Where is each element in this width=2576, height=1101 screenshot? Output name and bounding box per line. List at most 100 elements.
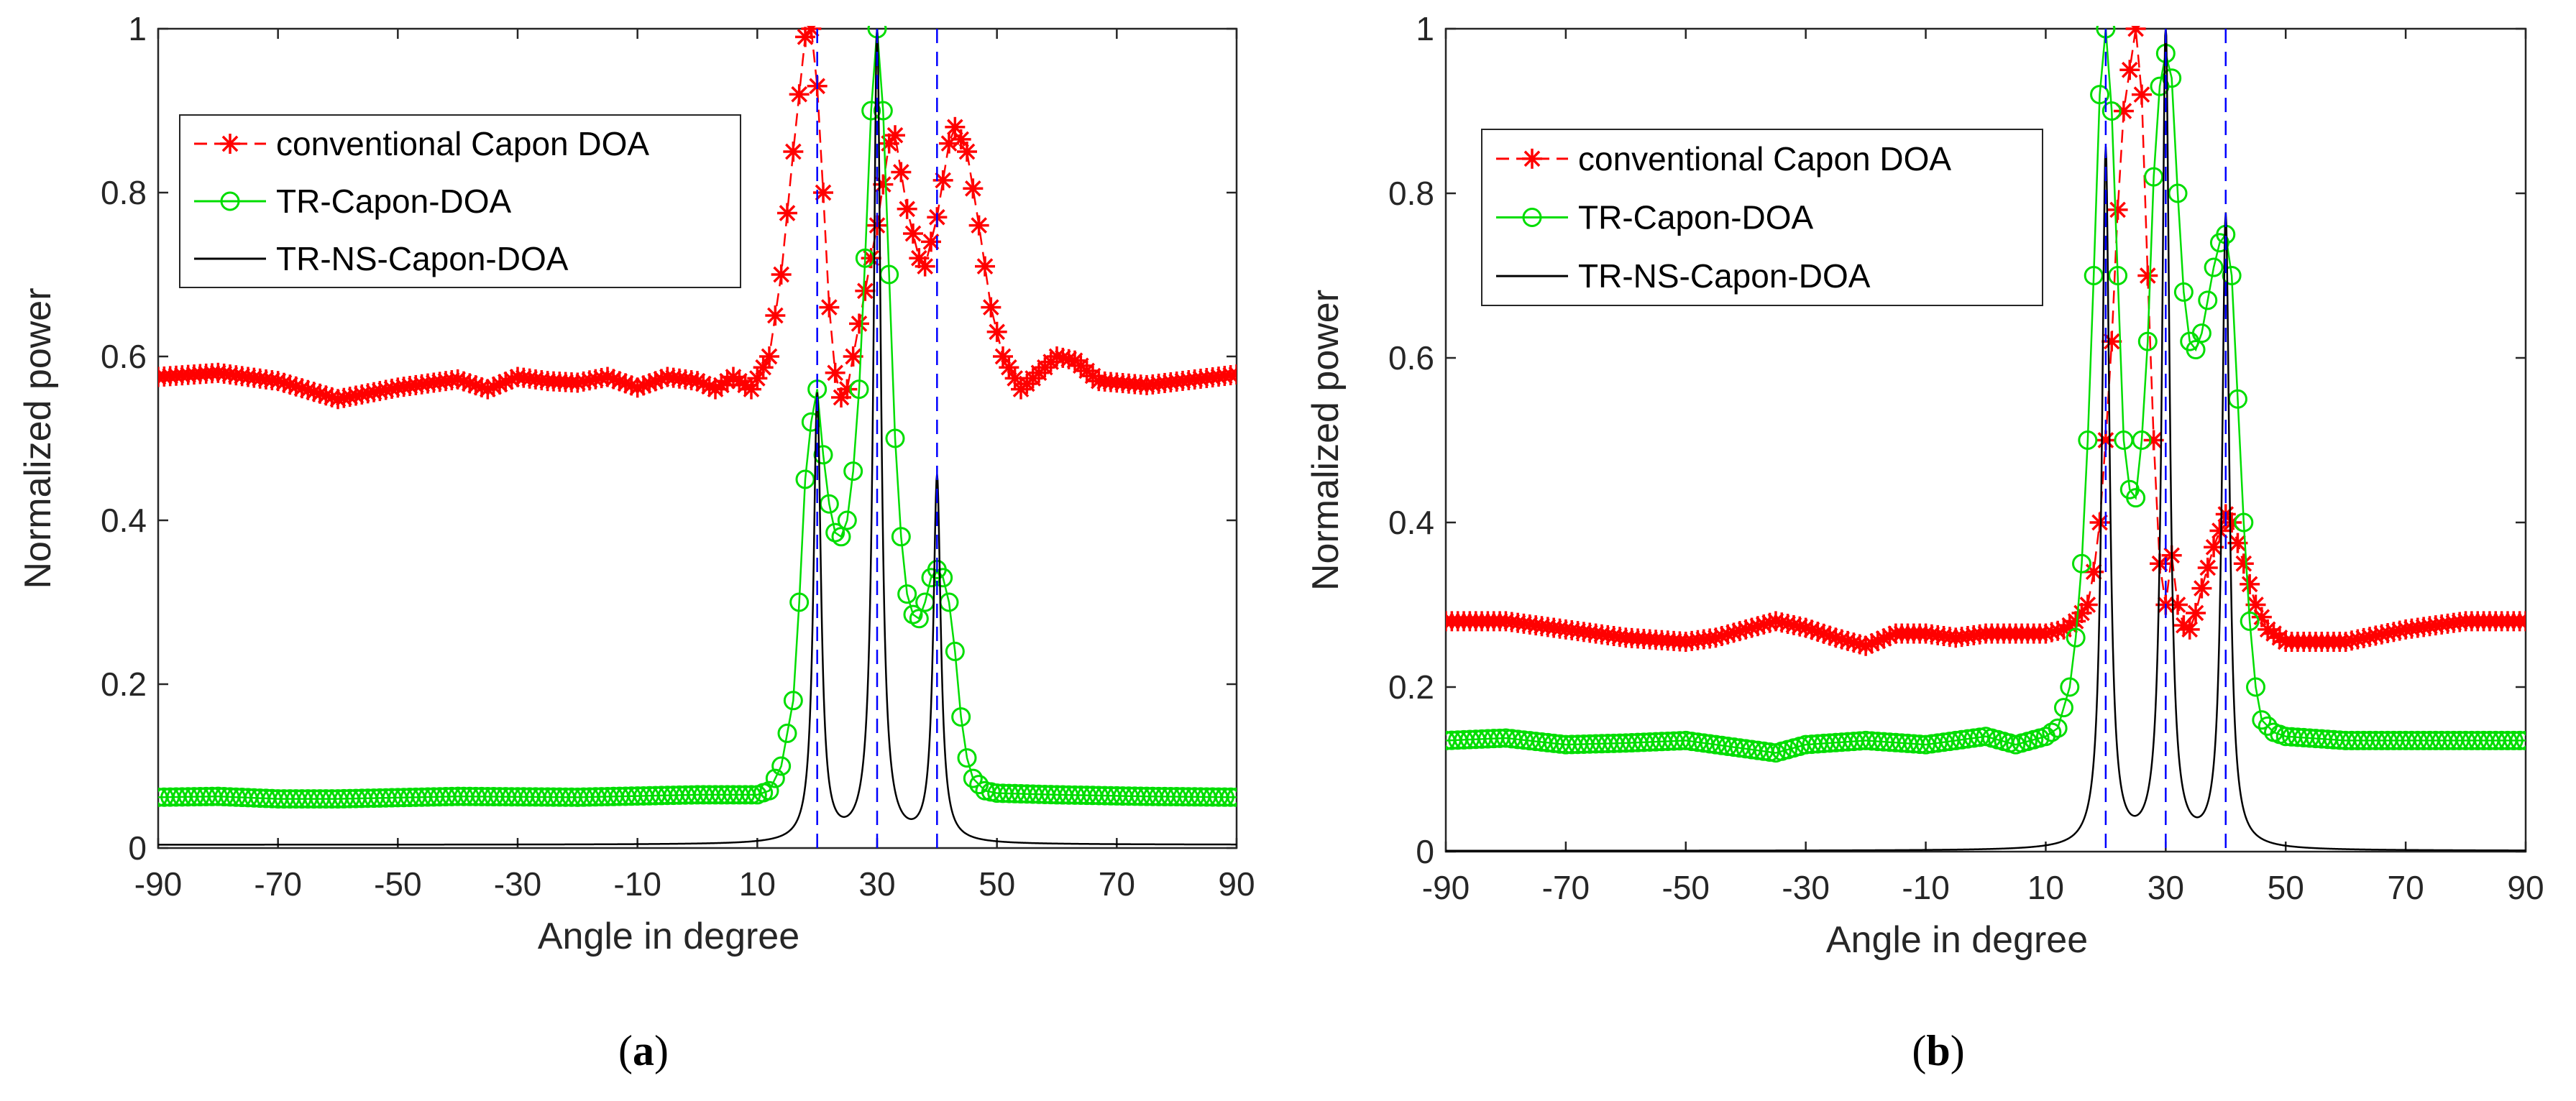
- series-a-1-point: [783, 142, 804, 162]
- y-tick-label-b: 0.4: [1388, 504, 1434, 541]
- series-a-1-markers: [158, 26, 1237, 410]
- series-a-2-point: [777, 723, 797, 743]
- legend-b: conventional Capon DOA TR-Capon-DOA TR-NS-…: [1481, 129, 2043, 306]
- series-b-1-point: [2077, 594, 2098, 615]
- series-a-1-point: [921, 231, 941, 252]
- series-a-2-point: [837, 510, 857, 530]
- x-tick-label-b: -50: [1662, 869, 1710, 906]
- data-layer-b: [1446, 26, 2526, 852]
- y-tick-label-a: 0.4: [101, 502, 147, 539]
- series-b-2-point: [2101, 101, 2122, 121]
- x-tick-label-b: 50: [2268, 869, 2304, 906]
- y-tick-label-a: 0: [128, 829, 147, 867]
- x-tick-label-b: -70: [1542, 869, 1590, 906]
- x-tick-label-a: 70: [1099, 865, 1135, 903]
- series-b-1-point: [2179, 619, 2200, 640]
- legend-label-a-1: conventional Capon DOA: [276, 125, 649, 162]
- series-b-2-line: [1446, 28, 2526, 754]
- y-tick-label-b: 1: [1416, 10, 1434, 47]
- y-tick-label-b: 0.6: [1388, 339, 1434, 377]
- series-a-2-point: [789, 592, 810, 612]
- caption-b: (b): [1912, 1027, 1965, 1074]
- series-a-2-point: [909, 609, 929, 629]
- series-a-2-point: [891, 527, 911, 547]
- y-tick-label-a: 0.2: [101, 665, 147, 703]
- series-a-1-point: [771, 264, 792, 285]
- series-b-2-point: [2060, 677, 2080, 697]
- series-b-1-point: [2516, 611, 2526, 632]
- series-a-2-line: [158, 28, 1237, 800]
- series-a-1-point: [855, 280, 876, 301]
- series-a-1-point: [981, 297, 1001, 318]
- series-a-2-point: [1227, 787, 1237, 807]
- series-b-1-point: [2137, 265, 2158, 286]
- legend-label-b-2: TR-Capon-DOA: [1578, 199, 1814, 236]
- series-b-1-point: [2233, 553, 2254, 574]
- series-b-2-point: [2173, 282, 2194, 302]
- series-a-1-point: [915, 256, 935, 277]
- x-tick-label-a: -90: [134, 865, 182, 903]
- series-a-1-point: [801, 26, 822, 39]
- series-b-2-point: [2144, 167, 2164, 187]
- series-b-2-point: [2240, 611, 2260, 631]
- series-b-2-point: [2078, 430, 2098, 450]
- series-a-1-point: [957, 142, 977, 162]
- series-a-2-point: [903, 604, 923, 625]
- series-b-2-point: [2198, 290, 2218, 310]
- series-b-2-point: [2510, 730, 2526, 750]
- series-b-1-markers: [1446, 26, 2526, 656]
- series-a-1-point: [932, 170, 953, 190]
- series-a-1-point: [849, 313, 869, 334]
- series-a-1-point: [765, 305, 786, 326]
- x-tick-label-b: 70: [2388, 869, 2424, 906]
- series-a-1-point: [963, 178, 984, 199]
- series-b-2-point: [2191, 323, 2211, 344]
- series-b-1-point: [2089, 512, 2110, 533]
- legend-a: conventional Capon DOA TR-Capon-DOA TR-NS-…: [179, 114, 741, 288]
- chart-a: -90 -70 -50 -30 -10 10 30 50 70 90 0 0.2 0.4 0.6 0.8 1 A…: [17, 10, 1255, 957]
- series-b-1-point: [2191, 578, 2212, 599]
- series-b-1-point: [2204, 537, 2224, 558]
- series-b-2-point: [2516, 730, 2526, 750]
- legend-marker-b-1: [1522, 148, 1542, 169]
- series-a-1-point: [1227, 364, 1237, 385]
- legend-label-a-2: TR-Capon-DOA: [276, 183, 512, 220]
- series-a-1-point: [873, 174, 894, 195]
- series-a-2-point: [963, 768, 983, 788]
- series-a-1-point: [891, 162, 912, 183]
- series-b-2-point: [2090, 85, 2110, 105]
- x-tick-label-b: -10: [1902, 869, 1949, 906]
- series-b-2-point: [2137, 331, 2158, 351]
- series-b-2-point: [2204, 257, 2224, 277]
- series-a-2-point: [831, 527, 851, 547]
- series-a-2-point: [945, 641, 965, 661]
- legend-label-a-3: TR-NS-Capon-DOA: [276, 240, 569, 277]
- series-a-2-point: [849, 379, 869, 400]
- x-tick-label-b: -90: [1422, 869, 1470, 906]
- caption-a: (a): [618, 1027, 669, 1074]
- legend-box-a: [179, 114, 741, 288]
- series-a-2-point: [825, 522, 845, 543]
- y-tick-label-a: 0.6: [101, 338, 147, 375]
- series-b-2-point: [2503, 730, 2524, 750]
- series-b-1-point: [2186, 602, 2206, 623]
- series-b-1-point: [2107, 199, 2128, 220]
- series-a-2-point: [1221, 787, 1237, 807]
- series-b-2-point: [2053, 698, 2073, 718]
- panel-a: -90 -70 -50 -30 -10 10 30 50 70 90 0 0.2 0.4 0.6 0.8 1 A…: [17, 10, 1255, 1074]
- series-a-1-point: [759, 346, 779, 367]
- series-a-2-point: [801, 412, 821, 432]
- series-a-1-point: [986, 321, 1007, 342]
- x-tick-label-a: 30: [858, 865, 895, 903]
- y-tick-label-a: 0.8: [101, 174, 147, 211]
- series-a-1-point: [819, 297, 840, 318]
- series-a-1-point: [825, 362, 845, 383]
- legend-label-b-3: TR-NS-Capon-DOA: [1578, 257, 1871, 295]
- x-tick-label-a: 10: [739, 865, 776, 903]
- x-tick-label-a: 90: [1218, 865, 1255, 903]
- legend-box-b: [1481, 129, 2043, 306]
- series-b-2-point: [2246, 677, 2265, 697]
- series-b-2-point: [2126, 488, 2146, 508]
- series-b-2-point: [2108, 266, 2128, 285]
- series-b-1-point: [2240, 573, 2260, 594]
